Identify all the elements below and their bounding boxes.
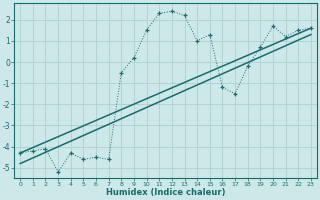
- X-axis label: Humidex (Indice chaleur): Humidex (Indice chaleur): [106, 188, 225, 197]
